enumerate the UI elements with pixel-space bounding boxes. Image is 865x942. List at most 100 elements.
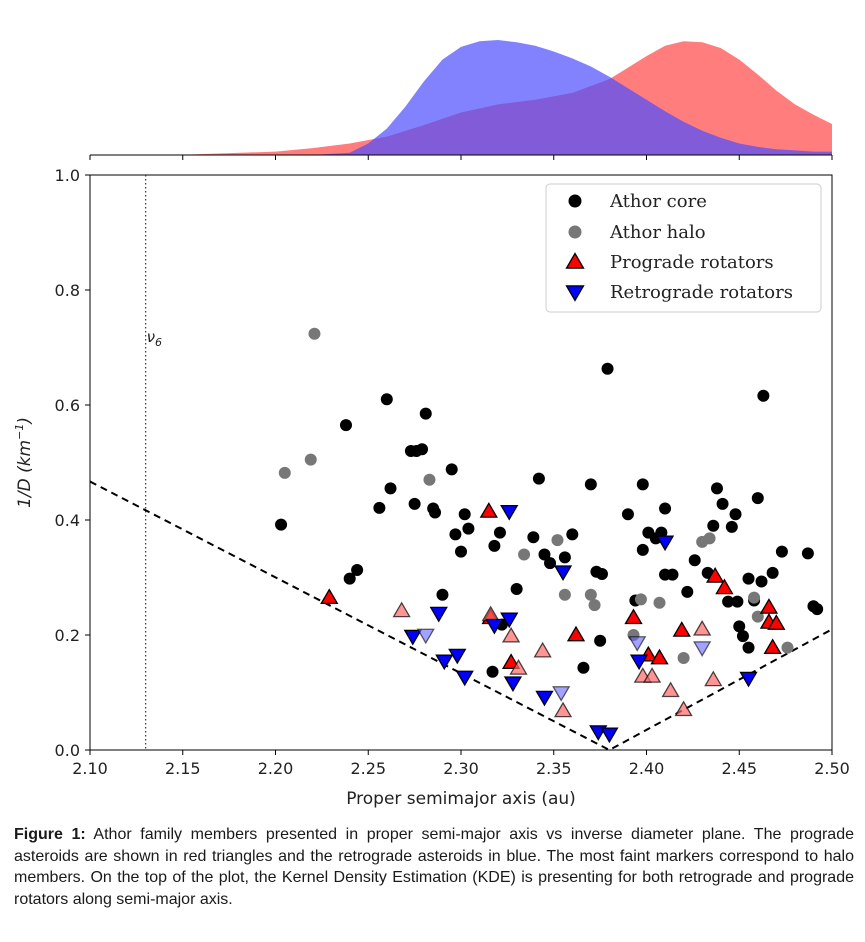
prograde-halo-point [509,659,528,675]
retrograde-halo-point [693,641,712,657]
legend-label: Athor halo [609,222,706,243]
x-tick-label: 2.15 [165,759,201,778]
retrograde-point [739,671,758,688]
prograde-halo-point [661,681,680,698]
core-point [725,520,738,533]
core-point [681,585,694,598]
retrograde-point [455,670,474,687]
legend: Athor core Athor halo Prograde rotators Ret… [545,183,822,313]
halo-point [781,641,794,654]
core-point [532,472,545,485]
halo-point [677,652,690,664]
retrograde-point [435,654,454,671]
prograde-point [479,502,498,518]
halo-point [423,473,436,486]
caption-label: Figure 1: [14,826,86,843]
legend-box [545,183,822,313]
retrograde-halo-point [552,686,571,702]
prograde-point [706,567,725,583]
halo-point [634,593,647,606]
core-point [584,478,597,491]
core-point [380,393,393,406]
core-point [449,528,462,541]
core-point [343,572,356,585]
core-point [275,518,288,531]
halo-point [308,327,321,340]
prograde-halo-point [674,700,693,717]
core-point [384,482,397,495]
retrograde-point [500,504,519,521]
core-point [751,492,764,505]
core-point [351,564,364,577]
y-tick-label: 0.2 [55,626,80,645]
core-point [621,508,634,521]
y-tick-label: 0.6 [55,396,80,415]
legend-retrograde-marker [565,285,585,302]
core-point [710,482,723,495]
retrograde-point [655,535,675,552]
halo-point [703,532,716,545]
x-tick-label: 2.35 [536,759,572,778]
retrograde-point [448,648,467,665]
core-point [419,407,432,420]
core-point [339,419,352,432]
halo-point [551,534,564,547]
core-point [766,566,779,579]
series-prograde-halo [392,601,723,718]
core-point [558,551,571,564]
core-point [736,630,749,643]
halo-point [278,466,291,479]
core-point [436,588,449,601]
retrograde-point [600,727,619,744]
core-point [636,543,649,556]
prograde-point [566,625,586,642]
core-point [731,595,744,608]
prograde-point [759,598,779,614]
y-tick-label: 0.0 [55,741,80,760]
retrograde-point [403,629,422,646]
scatter-panel: 2.10 2.15 2.20 2.25 2.30 2.35 2.40 2.45 2.50 0.0… [13,166,850,809]
series-prograde-rotators [320,502,786,670]
y-axis-ticks: 0.0 0.2 0.4 0.6 0.8 1.0 [55,166,90,760]
prograde-halo-point [642,667,662,683]
core-point [462,522,475,535]
y-axis-label: 1/D (km−1) [13,417,35,508]
halo-point [304,453,317,466]
core-point [742,641,755,654]
x-axis-ticks: 2.10 2.15 2.20 2.25 2.30 2.35 2.40 2.45 2.50 [72,750,850,778]
legend-label: Prograde rotators [610,252,774,273]
core-point [595,568,608,581]
series-retrograde-halo [416,628,712,702]
figure-caption: Figure 1: Athor family members presented… [14,824,854,910]
halo-point [558,588,571,601]
core-point [544,557,557,570]
x-tick-label: 2.10 [72,759,108,778]
retrograde-halo-point [416,628,435,645]
core-point [538,548,551,561]
x-tick-label: 2.25 [350,759,386,778]
core-point [594,634,607,647]
core-point [688,554,701,567]
core-point [510,583,523,595]
core-point [733,620,746,633]
core-point [722,595,735,608]
y-tick-label: 0.8 [55,281,80,300]
core-point [707,519,720,532]
core-point [486,665,499,678]
x-tick-label: 2.20 [258,759,294,778]
legend-halo-marker [568,225,582,239]
prograde-point [763,638,782,655]
x-tick-label: 2.40 [629,759,665,778]
prograde-point [672,621,691,637]
y-tick-label: 0.4 [55,511,80,530]
core-point [666,568,679,581]
retrograde-point [535,690,554,707]
series-athor-halo [278,327,794,664]
core-point [493,526,506,539]
scatter-points [275,327,824,744]
retrograde-halo-point [628,636,647,652]
legend-prograde-marker [565,252,585,269]
prograde-halo-point [553,701,573,718]
legend-label: Athor core [609,191,707,212]
series-retrograde-rotators [403,504,758,744]
